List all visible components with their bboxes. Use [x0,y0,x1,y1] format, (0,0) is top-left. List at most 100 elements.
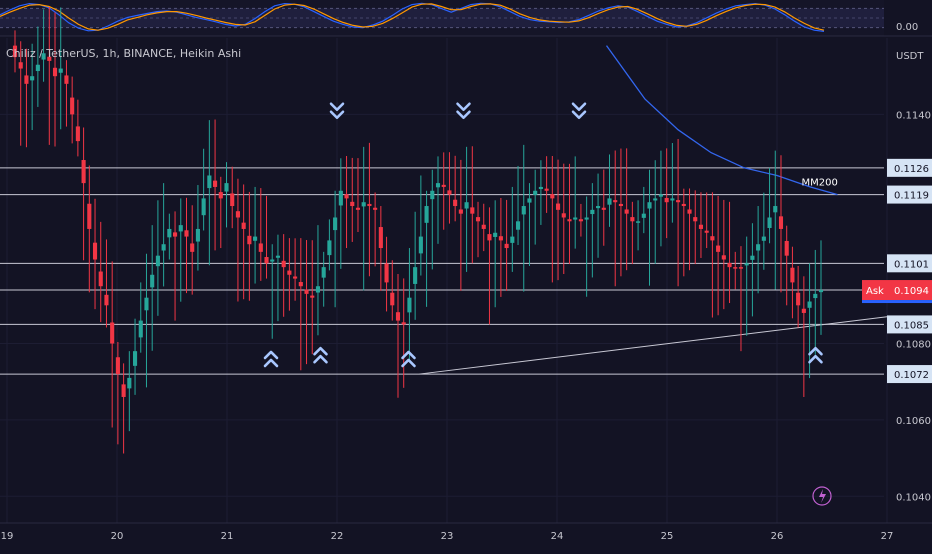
candle-109 [636,221,641,223]
candle-32 [195,228,200,242]
candle-63 [373,207,378,210]
ask-tag-label: Ask [866,286,884,297]
buy-marker-0-chevron-1 [263,358,279,368]
candle-31 [190,243,195,252]
candle-66 [390,292,395,306]
candle-28 [172,232,178,237]
candle-25 [155,255,160,267]
candle-112 [653,198,658,201]
candle-141 [818,290,824,293]
candle-60 [355,207,361,210]
candle-10 [70,97,75,115]
candle-129 [750,255,755,260]
candle-3 [30,76,35,81]
candle-41 [247,235,252,245]
candle-65 [384,263,389,283]
candle-115 [670,198,675,201]
candle-75 [441,184,446,187]
candle-36 [218,192,223,199]
candle-128 [744,263,749,266]
candle-105 [613,200,618,203]
candle-35 [213,180,218,187]
ask-tag-underline [862,300,932,304]
candle-21 [132,351,138,366]
sell-marker-0-chevron-0 [329,102,345,112]
candle-4 [35,64,40,72]
oscillator-zero-label: 0.00 [896,22,919,33]
price-tag-box-4 [887,365,932,384]
price-tag-box-1 [887,185,932,204]
candle-56 [333,217,338,231]
ma200-label: MM200 [802,178,838,189]
sell-marker-1-chevron-0 [456,102,471,112]
price-tag-4: 0.1072 [894,370,929,381]
candle-101 [590,209,595,215]
price-tag-3: 0.1085 [894,320,929,331]
candle-19 [121,384,126,397]
candle-27 [167,228,172,238]
candle-2 [24,75,29,84]
candle-103 [601,207,606,210]
candle-126 [733,267,738,269]
candle-46 [275,255,281,258]
ask-tag-label-box [862,280,889,301]
candle-68 [401,322,406,325]
candle-94 [550,194,555,199]
candle-12 [81,160,86,184]
candle-102 [596,206,601,209]
candle-99 [578,219,583,222]
candle-37 [224,183,229,192]
candle-24 [150,274,155,288]
candle-51 [304,289,309,294]
x-tick-8: 27 [881,531,894,542]
candle-77 [453,199,458,207]
candle-18 [115,357,120,375]
candle-96 [561,213,566,218]
ask-tag-value-box [889,280,932,301]
candle-48 [287,270,292,275]
candle-73 [430,190,435,200]
candle-136 [790,267,795,283]
candle-119 [693,217,698,222]
candle-54 [321,267,326,278]
candle-40 [241,222,246,229]
x-tick-1: 20 [111,531,124,542]
candle-79 [464,202,469,209]
candle-93 [544,188,549,191]
buy-marker-0 [263,350,279,368]
candle-57 [338,190,343,206]
candle-16 [104,294,109,306]
candle-33 [201,198,206,216]
candle-111 [647,202,652,209]
candle-122 [710,236,715,241]
candle-92 [538,186,543,190]
candle-71 [418,236,423,254]
lightning-icon [812,486,832,506]
candle-7 [52,67,58,77]
sell-marker-2 [571,102,587,120]
candle-44 [264,257,269,264]
buy-marker-3-chevron-0 [808,346,823,356]
candle-121 [704,230,709,233]
candle-100 [584,217,589,220]
candle-106 [618,203,623,207]
candle-118 [687,209,692,214]
candle-61 [361,202,366,207]
buy-marker-3 [808,346,823,364]
candle-29 [178,225,183,232]
oscillator-line-1 [0,3,825,31]
candle-104 [607,198,612,205]
price-tag-1: 0.1119 [894,191,929,202]
candle-72 [424,206,429,223]
candle-49 [293,276,298,279]
candle-59 [350,201,355,207]
y-tick-0: 0.1140 [896,110,931,121]
candle-124 [721,255,726,260]
candle-42 [253,236,258,241]
candle-140 [813,293,818,299]
candle-134 [778,216,784,229]
ask-tag-value: 0.1094 [894,286,929,297]
candle-53 [315,286,321,293]
sell-marker-0-chevron-1 [329,110,345,120]
